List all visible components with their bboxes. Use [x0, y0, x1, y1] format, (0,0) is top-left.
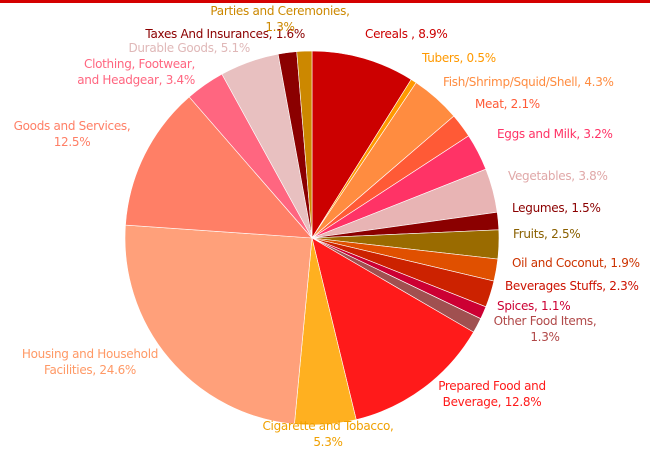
slice-label: Fruits, 2.5% [513, 227, 580, 241]
top-border [0, 0, 650, 3]
slice-label: Housing and Household Facilities, 24.6% [22, 347, 158, 377]
slice-label: Legumes, 1.5% [512, 201, 601, 215]
slice-label: Cigarette and Tobacco, 5.3% [262, 419, 393, 449]
pie-slice [125, 96, 313, 239]
slice-label: Goods and Services, 12.5% [14, 119, 131, 149]
pie-slice [124, 224, 313, 425]
slice-label: Other Food Items, 1.3% [494, 314, 597, 344]
slice-label: Clothing, Footwear, and Headgear, 3.4% [77, 57, 195, 87]
pie-slice [311, 50, 412, 240]
labels: Cereals , 8.9% Tubers, 0.5% Fish/Shrimp/Sq… [14, 4, 640, 449]
slice-label: Spices, 1.1% [497, 299, 570, 313]
slice-label: Prepared Food and Beverage, 12.8% [438, 379, 546, 409]
pie-slice [296, 50, 313, 239]
slice-label: Eggs and Milk, 3.2% [497, 127, 613, 141]
pie-slice [311, 237, 474, 421]
pie [124, 50, 500, 426]
slice-label: Vegetables, 3.8% [508, 169, 608, 183]
slice-label: Parties and Ceremonies, 1.3% [210, 4, 349, 34]
slice-label: Tubers, 0.5% [421, 51, 496, 65]
slice-label: Taxes And Insurances, 1.6% [144, 27, 305, 41]
slice-label: Beverages Stuffs, 2.3% [505, 279, 639, 293]
slice-label: Oil and Coconut, 1.9% [512, 256, 640, 270]
slice-label: Durable Goods, 5.1% [128, 41, 250, 55]
slice-label: Cereals , 8.9% [365, 27, 447, 41]
slice-label: Fish/Shrimp/Squid/Shell, 4.3% [443, 75, 614, 89]
slice-label: Meat, 2.1% [475, 97, 540, 111]
